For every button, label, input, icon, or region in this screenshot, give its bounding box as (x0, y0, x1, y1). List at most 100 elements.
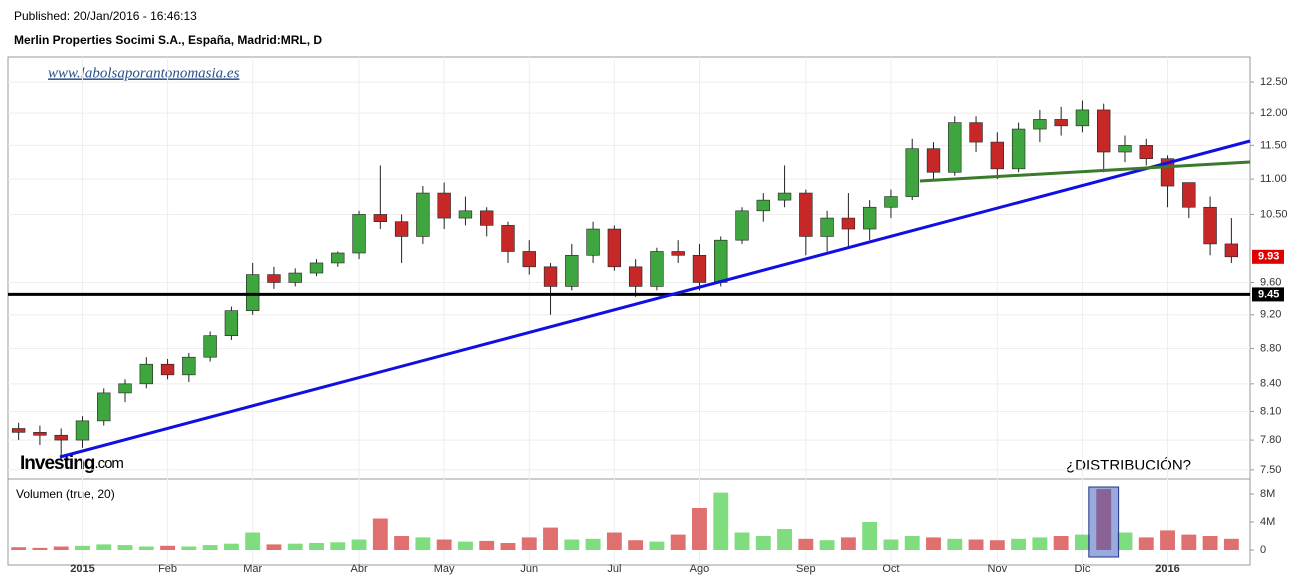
volume-bar (543, 527, 558, 550)
candle-body (884, 196, 898, 208)
candle-body (33, 432, 47, 436)
volume-tick-label: 8M (1260, 488, 1275, 500)
volume-bar (819, 540, 835, 550)
volume-bar (138, 546, 154, 550)
candle-body (54, 434, 68, 441)
chart-title: Merlin Properties Socimi S.A., España, M… (14, 33, 322, 47)
y-tick-label: 11.50 (1260, 139, 1287, 151)
volume-bar (245, 532, 261, 550)
x-tick-label: Dic (1074, 563, 1090, 575)
candle-body (1203, 206, 1217, 245)
candle-body (565, 254, 579, 287)
y-tick-label: 8.80 (1260, 342, 1281, 354)
volume-bar (904, 536, 920, 550)
candle-body (1033, 119, 1047, 130)
volume-bar (883, 539, 899, 550)
price-label-box (1252, 249, 1284, 264)
volume-bar (457, 541, 473, 550)
candle-body (224, 310, 239, 336)
x-tick-label: Sep (796, 563, 816, 575)
y-tick-label: 9.60 (1260, 276, 1281, 288)
logo-suffix: .com (94, 455, 123, 472)
candle-body (735, 210, 749, 241)
candle-body (692, 254, 707, 283)
candle-body (607, 228, 622, 268)
candle-body (1097, 109, 1111, 153)
candle-body (628, 266, 643, 287)
candle-body (394, 221, 409, 237)
volume-bar (649, 541, 665, 550)
volume-bar (96, 544, 112, 550)
candle-body (182, 356, 196, 376)
candle-body (1224, 243, 1239, 258)
y-tick-label: 8.40 (1260, 378, 1281, 390)
volume-bar (160, 545, 176, 550)
published: Published: 20/Jan/2016 - 16:46:13 (14, 9, 197, 23)
candle-body (118, 383, 132, 394)
volume-bar (564, 539, 580, 550)
candle-body (458, 210, 473, 219)
x-tick-label: 2016 (1155, 563, 1179, 575)
candle-body (97, 392, 111, 422)
plot-frame (7, 56, 1251, 566)
candle-body (1011, 128, 1026, 170)
candle-body (480, 210, 494, 226)
candle-body (714, 239, 728, 283)
volume-bar (585, 538, 601, 550)
candle-body (650, 251, 664, 287)
price-label: 9.45 (1258, 288, 1279, 300)
volume-bar (500, 543, 516, 550)
volume-bar (53, 546, 69, 550)
volume-bar (1202, 536, 1218, 550)
volume-bar (117, 545, 133, 550)
volume-bar (330, 542, 346, 550)
candle-body (756, 199, 770, 212)
volume-bar (840, 537, 856, 550)
volume-bar (394, 536, 410, 550)
volume-bar (1011, 538, 1027, 550)
candle-body (905, 148, 919, 197)
x-tick-label: Feb (158, 563, 177, 575)
volume-label: Volumen (true, 20) (16, 487, 115, 501)
candle-body (990, 141, 1005, 170)
candle-body (926, 148, 941, 173)
candle-body (841, 217, 856, 230)
volume-bar (1074, 534, 1090, 550)
volume-bar (734, 532, 750, 550)
candle-body (437, 192, 451, 219)
price-label-box (1252, 287, 1284, 302)
x-tick-label: Nov (988, 563, 1008, 575)
volume-bar (777, 529, 793, 550)
volume-bar (628, 540, 644, 550)
candle-body (139, 363, 153, 385)
y-tick-label: 7.50 (1260, 464, 1281, 476)
candle-body (799, 192, 813, 237)
candle-body (331, 252, 345, 264)
volume-bar (862, 522, 878, 550)
volume-bar (181, 546, 197, 550)
x-tick-label: 2015 (70, 563, 94, 575)
volume-bar (606, 532, 622, 550)
y-tick-label: 9.20 (1260, 309, 1281, 321)
volume-bar (926, 537, 941, 550)
candle-body (1054, 119, 1068, 127)
candle-body (1182, 182, 1196, 208)
y-tick-label: 10.50 (1260, 208, 1288, 220)
marks: 12.50 12.00 11.50 11.00 10.50 9.60 9.20 8.80 8.4… (8, 57, 1288, 575)
volume-bar (1117, 532, 1133, 550)
volume-bar (670, 534, 686, 550)
candle-body (352, 214, 366, 254)
x-tick-label: Jun (520, 563, 538, 575)
candle-body (267, 274, 281, 283)
volume-bar (755, 536, 771, 550)
annotation: ¿DISTRIBUCIÓN? (1066, 457, 1191, 474)
candle-body (969, 122, 983, 143)
volume-bar (11, 547, 27, 550)
candle-body (160, 363, 175, 376)
candle-body (75, 420, 90, 441)
volume-bar (202, 545, 218, 550)
volume-bar (436, 539, 452, 550)
candle-body (586, 228, 600, 256)
candle-body (1075, 109, 1090, 127)
